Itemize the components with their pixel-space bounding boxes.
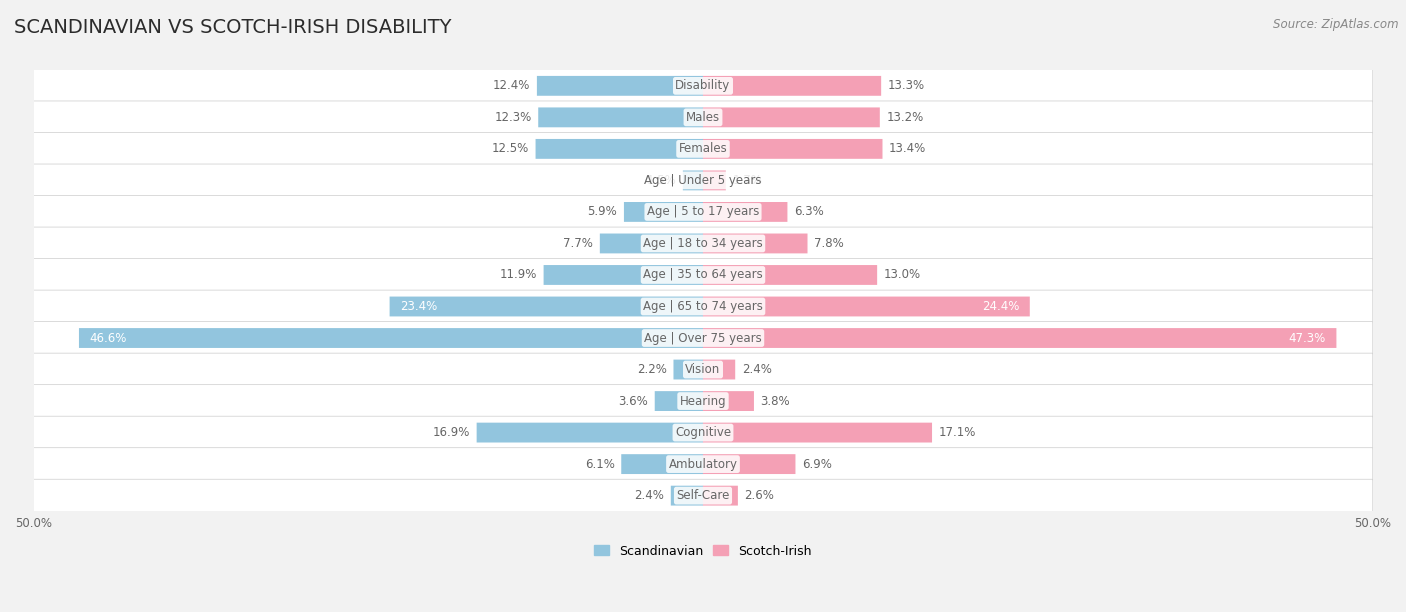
Text: 24.4%: 24.4% bbox=[981, 300, 1019, 313]
Text: 47.3%: 47.3% bbox=[1288, 332, 1326, 345]
Text: 2.6%: 2.6% bbox=[745, 489, 775, 502]
Text: 16.9%: 16.9% bbox=[433, 426, 470, 439]
FancyBboxPatch shape bbox=[600, 234, 703, 253]
Text: 13.2%: 13.2% bbox=[886, 111, 924, 124]
FancyBboxPatch shape bbox=[703, 76, 882, 95]
FancyBboxPatch shape bbox=[34, 227, 1372, 260]
Text: Hearing: Hearing bbox=[679, 395, 727, 408]
FancyBboxPatch shape bbox=[683, 171, 703, 190]
Text: 23.4%: 23.4% bbox=[401, 300, 437, 313]
FancyBboxPatch shape bbox=[34, 69, 1372, 102]
Text: 11.9%: 11.9% bbox=[499, 269, 537, 282]
FancyBboxPatch shape bbox=[703, 297, 1029, 316]
Text: Males: Males bbox=[686, 111, 720, 124]
FancyBboxPatch shape bbox=[34, 416, 1372, 449]
Text: 6.1%: 6.1% bbox=[585, 458, 614, 471]
FancyBboxPatch shape bbox=[703, 234, 807, 253]
Text: 5.9%: 5.9% bbox=[588, 206, 617, 218]
Text: Age | 18 to 34 years: Age | 18 to 34 years bbox=[643, 237, 763, 250]
FancyBboxPatch shape bbox=[79, 328, 703, 348]
FancyBboxPatch shape bbox=[703, 202, 787, 222]
FancyBboxPatch shape bbox=[673, 360, 703, 379]
FancyBboxPatch shape bbox=[544, 265, 703, 285]
Text: 13.3%: 13.3% bbox=[887, 80, 925, 92]
Text: 12.4%: 12.4% bbox=[494, 80, 530, 92]
FancyBboxPatch shape bbox=[34, 448, 1372, 480]
Text: Age | 5 to 17 years: Age | 5 to 17 years bbox=[647, 206, 759, 218]
FancyBboxPatch shape bbox=[703, 454, 796, 474]
Text: 6.3%: 6.3% bbox=[794, 206, 824, 218]
FancyBboxPatch shape bbox=[703, 423, 932, 442]
Text: 7.8%: 7.8% bbox=[814, 237, 844, 250]
FancyBboxPatch shape bbox=[477, 423, 703, 442]
Text: Age | Under 5 years: Age | Under 5 years bbox=[644, 174, 762, 187]
FancyBboxPatch shape bbox=[621, 454, 703, 474]
FancyBboxPatch shape bbox=[624, 202, 703, 222]
FancyBboxPatch shape bbox=[703, 108, 880, 127]
Text: 13.4%: 13.4% bbox=[889, 143, 927, 155]
Text: Disability: Disability bbox=[675, 80, 731, 92]
FancyBboxPatch shape bbox=[671, 486, 703, 506]
Text: Age | Over 75 years: Age | Over 75 years bbox=[644, 332, 762, 345]
Text: 2.4%: 2.4% bbox=[742, 363, 772, 376]
Text: Age | 35 to 64 years: Age | 35 to 64 years bbox=[643, 269, 763, 282]
Text: SCANDINAVIAN VS SCOTCH-IRISH DISABILITY: SCANDINAVIAN VS SCOTCH-IRISH DISABILITY bbox=[14, 18, 451, 37]
FancyBboxPatch shape bbox=[34, 353, 1372, 386]
Text: Source: ZipAtlas.com: Source: ZipAtlas.com bbox=[1274, 18, 1399, 31]
Text: 12.3%: 12.3% bbox=[495, 111, 531, 124]
FancyBboxPatch shape bbox=[34, 290, 1372, 323]
Legend: Scandinavian, Scotch-Irish: Scandinavian, Scotch-Irish bbox=[589, 540, 817, 562]
FancyBboxPatch shape bbox=[655, 391, 703, 411]
Text: Ambulatory: Ambulatory bbox=[668, 458, 738, 471]
Text: 17.1%: 17.1% bbox=[939, 426, 976, 439]
FancyBboxPatch shape bbox=[34, 479, 1372, 512]
Text: 13.0%: 13.0% bbox=[884, 269, 921, 282]
Text: 1.5%: 1.5% bbox=[647, 174, 676, 187]
FancyBboxPatch shape bbox=[703, 265, 877, 285]
FancyBboxPatch shape bbox=[34, 196, 1372, 228]
Text: 2.2%: 2.2% bbox=[637, 363, 666, 376]
Text: Vision: Vision bbox=[685, 363, 721, 376]
Text: 2.4%: 2.4% bbox=[634, 489, 664, 502]
Text: 1.7%: 1.7% bbox=[733, 174, 762, 187]
FancyBboxPatch shape bbox=[703, 328, 1337, 348]
FancyBboxPatch shape bbox=[34, 322, 1372, 354]
Text: 12.5%: 12.5% bbox=[492, 143, 529, 155]
Text: Cognitive: Cognitive bbox=[675, 426, 731, 439]
FancyBboxPatch shape bbox=[703, 171, 725, 190]
Text: Age | 65 to 74 years: Age | 65 to 74 years bbox=[643, 300, 763, 313]
Text: 3.8%: 3.8% bbox=[761, 395, 790, 408]
FancyBboxPatch shape bbox=[538, 108, 703, 127]
Text: 6.9%: 6.9% bbox=[801, 458, 832, 471]
FancyBboxPatch shape bbox=[703, 391, 754, 411]
FancyBboxPatch shape bbox=[34, 385, 1372, 417]
FancyBboxPatch shape bbox=[703, 360, 735, 379]
FancyBboxPatch shape bbox=[34, 164, 1372, 197]
Text: Self-Care: Self-Care bbox=[676, 489, 730, 502]
FancyBboxPatch shape bbox=[389, 297, 703, 316]
Text: 3.6%: 3.6% bbox=[619, 395, 648, 408]
FancyBboxPatch shape bbox=[34, 132, 1372, 165]
FancyBboxPatch shape bbox=[703, 486, 738, 506]
Text: 7.7%: 7.7% bbox=[564, 237, 593, 250]
FancyBboxPatch shape bbox=[537, 76, 703, 95]
Text: Females: Females bbox=[679, 143, 727, 155]
FancyBboxPatch shape bbox=[536, 139, 703, 159]
FancyBboxPatch shape bbox=[703, 139, 883, 159]
Text: 46.6%: 46.6% bbox=[90, 332, 127, 345]
FancyBboxPatch shape bbox=[34, 259, 1372, 291]
FancyBboxPatch shape bbox=[34, 101, 1372, 134]
